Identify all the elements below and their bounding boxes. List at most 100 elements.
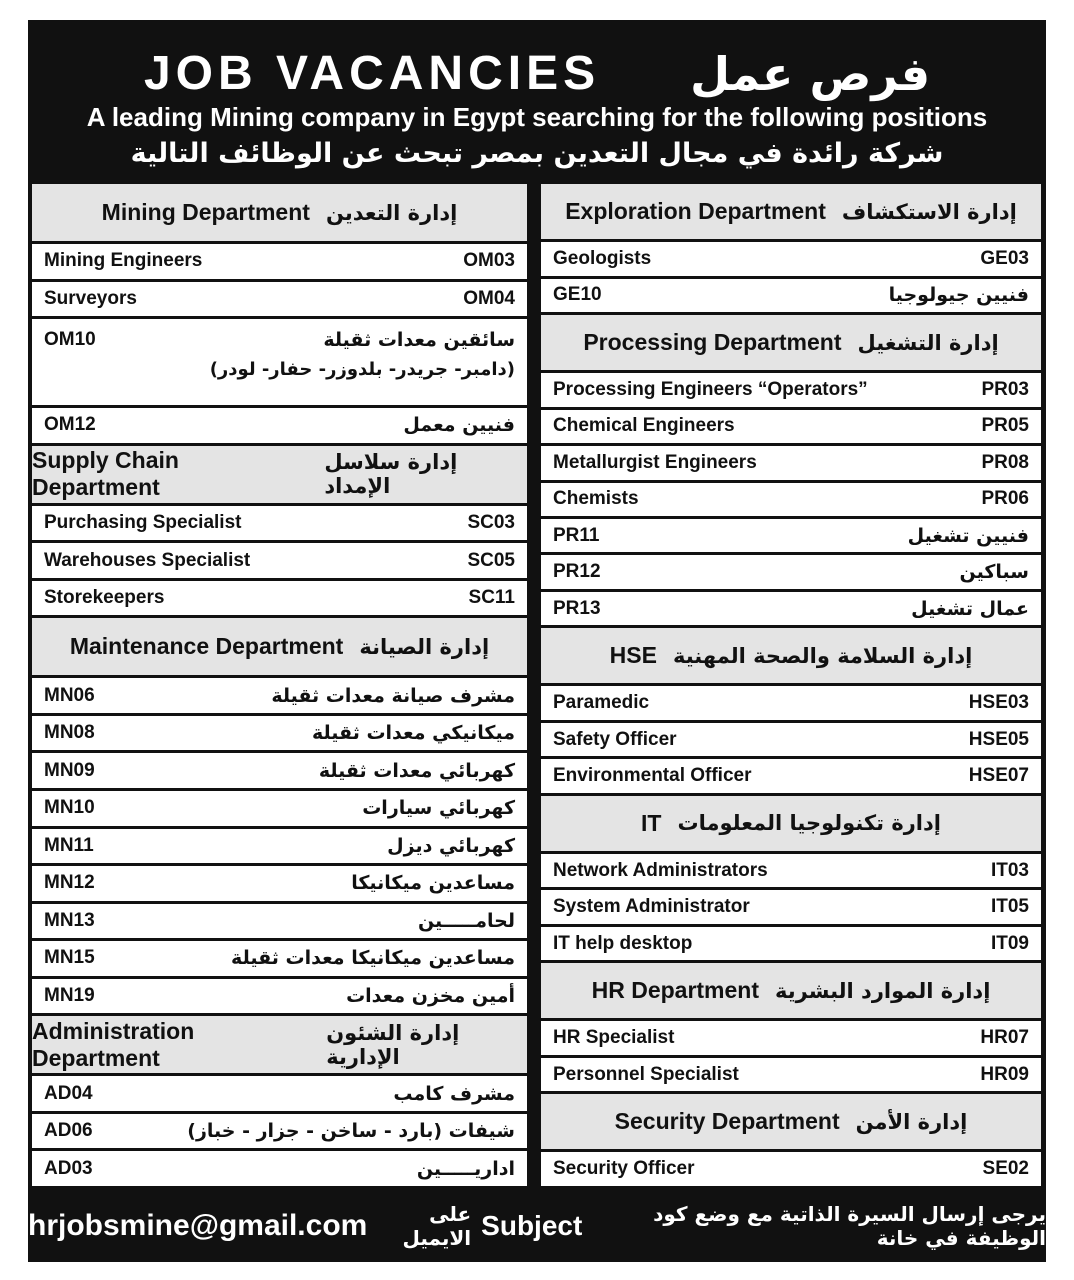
- job-row: System Administrator IT05: [541, 890, 1041, 924]
- section-title-ar: إدارة السلامة والصحة المهنية: [672, 643, 973, 668]
- job-row: Storekeepers SC11: [32, 580, 527, 616]
- job-title: ميكانيكي معدات ثقيلة: [312, 722, 515, 744]
- job-code: MN12: [44, 872, 95, 894]
- job-row: AD06 شيفات (بارد - ساخن - جزار - خباز): [32, 1113, 527, 1149]
- job-code: PR11: [553, 524, 600, 546]
- job-title: Mining Engineers: [44, 250, 202, 272]
- job-row: HR Specialist HR07: [541, 1021, 1041, 1055]
- job-title: لحامـــــين: [418, 910, 515, 932]
- job-title-text: Safety Officer: [553, 728, 677, 750]
- job-row: Security Officer SE02: [541, 1152, 1041, 1186]
- job-title-text: Mining Engineers: [44, 250, 203, 272]
- job-code: OM10: [44, 329, 96, 351]
- job-code: HSE03: [968, 692, 1029, 714]
- header: JOB VACANCIES فرص عمل A leading Mining c…: [28, 20, 1046, 182]
- job-row: AD04 مشرف كامب: [32, 1076, 527, 1111]
- job-title: Network Administrators: [553, 860, 768, 882]
- job-title-text: سائقين معدات ثقيلة: [323, 329, 515, 352]
- job-title: Paramedic: [553, 692, 649, 714]
- footer: يرجى إرسال السيرة الذاتية مع وضع كود الو…: [28, 1190, 1046, 1262]
- job-title-text: Environmental Officer: [553, 765, 752, 787]
- job-title-text: كهربائي معدات ثقيلة: [318, 759, 515, 782]
- job-title: Purchasing Specialist: [44, 512, 241, 534]
- job-title-text: فنيين جيولوجيا: [888, 284, 1029, 307]
- job-code: PR05: [981, 415, 1029, 437]
- section-title-ar: إدارة الشئون الإدارية: [326, 1020, 460, 1069]
- job-row: Personnel Specialist HR09: [541, 1057, 1041, 1092]
- job-title: Processing Engineers “Operators”: [553, 379, 868, 401]
- job-row: Chemical Engineers PR05: [541, 409, 1041, 444]
- job-title-text: Metallurgist Engineers: [553, 451, 757, 473]
- job-title: Security Officer: [553, 1158, 695, 1180]
- job-title-text: Surveyors: [44, 287, 137, 309]
- job-row: GE10 فنيين جيولوجيا: [541, 278, 1041, 313]
- right-column: Exploration Department إدارة الاستكشاف Geo…: [541, 184, 1041, 1186]
- subtitle-ar: شركة رائدة في مجال التعدين بمصر تبحث عن …: [130, 138, 944, 169]
- job-code: OM03: [463, 250, 515, 272]
- job-title: سباكين: [960, 561, 1029, 583]
- job-title-text: مساعدين ميكانيكا معدات ثقيلة: [231, 947, 515, 970]
- job-title: IT help desktop: [553, 933, 692, 955]
- job-code: IT03: [990, 859, 1029, 881]
- job-title-text: مساعدين ميكانيكا: [351, 872, 515, 895]
- job-code: GE03: [980, 247, 1029, 269]
- job-title: كهربائي معدات ثقيلة: [319, 760, 515, 782]
- job-row: Mining Engineers OM03: [32, 244, 527, 279]
- job-code: PR06: [981, 488, 1029, 510]
- job-code: HR09: [980, 1063, 1029, 1085]
- job-title-text: ميكانيكي معدات ثقيلة: [311, 722, 515, 745]
- job-code: HSE05: [968, 728, 1029, 750]
- job-title: HR Specialist: [553, 1027, 674, 1049]
- job-title-text: Chemists: [553, 488, 639, 510]
- footer-email: hrjobsmine@gmail.com: [28, 1209, 368, 1242]
- section-title-en: Supply Chain Department: [32, 447, 179, 501]
- job-title-text: Warehouses Specialist: [44, 549, 251, 571]
- job-title: سائقين معدات ثقيلة (دامبر- جريدر- بلدوزر-…: [210, 329, 515, 380]
- section-title-en: Mining Department: [101, 199, 310, 225]
- footer-keyword: Subject: [481, 1210, 583, 1241]
- title: JOB VACANCIES فرص عمل: [28, 46, 1046, 101]
- job-title: System Administrator: [553, 896, 750, 918]
- job-title-text: مشرف صيانة معدات ثقيلة: [271, 684, 515, 707]
- job-title: Geologists: [553, 248, 651, 270]
- job-title: مساعدين ميكانيكا معدات ثقيلة: [231, 947, 515, 969]
- job-title: فنيين معمل: [403, 414, 515, 436]
- job-title: Chemists: [553, 488, 639, 510]
- job-title-text: Personnel Specialist: [553, 1063, 739, 1085]
- job-title: فنيين تشغيل: [908, 525, 1029, 547]
- job-row: MN06 مشرف صيانة معدات ثقيلة: [32, 678, 527, 713]
- section-title-ar: إدارة سلاسل الإمداد: [324, 450, 458, 499]
- job-title-text: أمين مخزن معدات: [346, 984, 515, 1007]
- job-title-text: لحامـــــين: [417, 909, 515, 932]
- job-code: MN19: [44, 984, 95, 1006]
- job-title-text: Storekeepers: [44, 587, 165, 609]
- job-title: شيفات (بارد - ساخن - جزار - خباز): [187, 1120, 515, 1142]
- job-code: MN08: [44, 722, 95, 744]
- job-code: OM04: [463, 287, 515, 309]
- job-title-text: Security Officer: [553, 1158, 695, 1180]
- section-title-ar: إدارة الأمن: [855, 1109, 968, 1134]
- ad-frame: JOB VACANCIES فرص عمل A leading Mining c…: [28, 20, 1046, 1262]
- section-header: Supply Chain Department إدارة سلاسل الإمد…: [32, 445, 527, 503]
- job-code: PR08: [981, 451, 1029, 473]
- job-title-text: شيفات (بارد - ساخن - جزار - خباز): [187, 1120, 515, 1143]
- job-title: مشرف صيانة معدات ثقيلة: [271, 685, 515, 707]
- footer-text: على الايميل: [402, 1202, 472, 1250]
- section-header: HR Department إدارة الموارد البشرية: [541, 963, 1041, 1019]
- job-title: كهربائي ديزل: [387, 835, 515, 857]
- job-title: فنيين جيولوجيا: [889, 284, 1029, 306]
- job-row: MN13 لحامـــــين: [32, 903, 527, 939]
- job-row: MN15 مساعدين ميكانيكا معدات ثقيلة: [32, 941, 527, 976]
- job-row: PR12 سباكين: [541, 555, 1041, 589]
- section-header: Administration Department إدارة الشئون ال…: [32, 1016, 527, 1074]
- job-title: Storekeepers: [44, 587, 164, 609]
- section-title-ar: إدارة التشغيل: [857, 330, 999, 355]
- job-code: PR03: [981, 378, 1029, 400]
- job-title: Environmental Officer: [553, 765, 752, 787]
- job-code: AD03: [44, 1157, 93, 1179]
- job-title: عمال تشغيل: [911, 598, 1029, 620]
- job-code: PR13: [553, 597, 601, 619]
- job-title-text: فنيين تشغيل: [907, 524, 1029, 547]
- section-title-ar: إدارة التعدين: [325, 200, 458, 225]
